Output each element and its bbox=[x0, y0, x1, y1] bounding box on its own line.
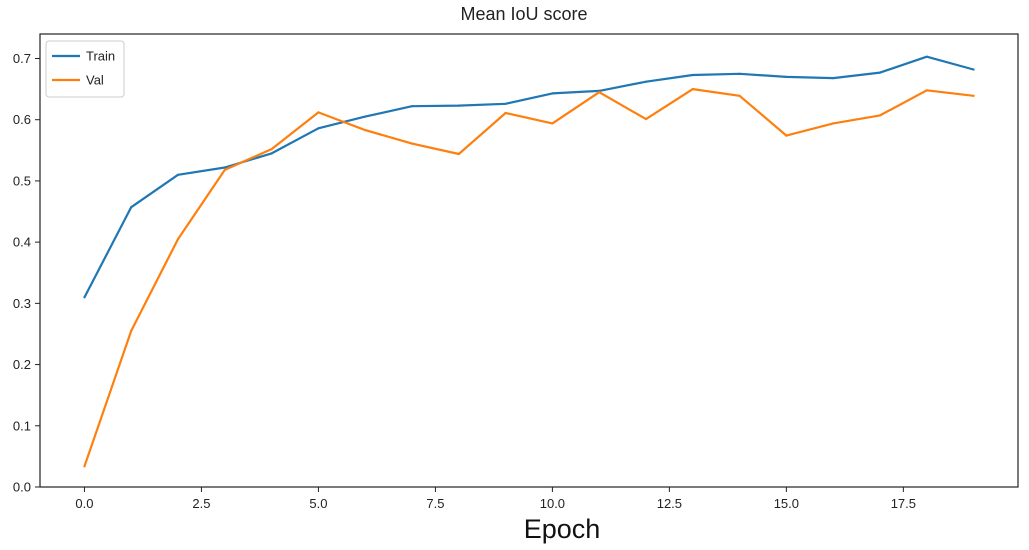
data-point-val bbox=[223, 168, 226, 171]
data-point-train bbox=[457, 104, 460, 107]
y-tick-label: 0.7 bbox=[13, 51, 31, 66]
x-tick-label: 15.0 bbox=[774, 496, 799, 511]
data-point-train bbox=[364, 115, 367, 118]
data-point-val bbox=[644, 118, 648, 121]
y-tick-label: 0.0 bbox=[13, 480, 31, 495]
data-point-val bbox=[925, 89, 928, 92]
x-tick-label: 7.5 bbox=[426, 496, 444, 511]
legend-label-val: Val bbox=[86, 73, 104, 88]
data-point-train bbox=[691, 73, 694, 77]
x-tick-label: 0.0 bbox=[75, 496, 93, 511]
x-tick-label: 5.0 bbox=[309, 496, 327, 511]
data-point-val bbox=[83, 465, 86, 468]
plot-area-frame bbox=[39, 33, 1019, 488]
data-point-val bbox=[364, 129, 367, 132]
data-point-train bbox=[972, 68, 975, 71]
legend-label-train: Train bbox=[86, 49, 115, 64]
y-tick-label: 0.6 bbox=[13, 112, 31, 127]
data-point-val bbox=[832, 122, 835, 125]
data-point-train bbox=[925, 55, 928, 58]
data-point-val bbox=[270, 148, 273, 151]
data-point-val bbox=[504, 111, 507, 115]
series-lines bbox=[83, 55, 975, 468]
data-point-train bbox=[832, 77, 835, 80]
data-point-train bbox=[317, 127, 320, 130]
data-point-train bbox=[551, 92, 554, 95]
data-point-val bbox=[785, 134, 788, 137]
data-point-val bbox=[598, 91, 601, 94]
data-point-val bbox=[972, 94, 975, 97]
data-point-val bbox=[457, 152, 460, 156]
data-point-val bbox=[130, 329, 133, 332]
data-point-train bbox=[176, 173, 180, 176]
data-point-train bbox=[785, 75, 788, 78]
series-line-val bbox=[83, 87, 975, 468]
chart-title: Mean IoU score bbox=[460, 4, 587, 24]
x-tick-label: 2.5 bbox=[192, 496, 210, 511]
data-point-train bbox=[504, 102, 507, 105]
x-axis: 0.0 2.5 5.0 7.5 10.0 12.5 15.0 17.5 bbox=[75, 487, 916, 511]
y-tick-label: 0.5 bbox=[13, 173, 31, 188]
y-tick-label: 0.2 bbox=[13, 357, 31, 372]
x-tick-label: 10.0 bbox=[540, 496, 565, 511]
y-tick-label: 0.3 bbox=[13, 296, 31, 311]
y-tick-label: 0.4 bbox=[13, 235, 31, 250]
data-point-val bbox=[176, 238, 180, 241]
chart-legend: Train Val bbox=[45, 40, 125, 98]
x-tick-label: 17.5 bbox=[891, 496, 916, 511]
data-point-train bbox=[410, 105, 414, 108]
data-point-train bbox=[270, 152, 273, 155]
data-point-val bbox=[691, 88, 694, 91]
data-point-train bbox=[223, 166, 226, 169]
data-point-val bbox=[878, 114, 882, 117]
data-point-val bbox=[410, 142, 414, 145]
y-axis: 0.0 0.1 0.2 0.3 0.4 0.5 0.6 0.7 bbox=[13, 51, 40, 495]
y-tick-label: 0.1 bbox=[13, 418, 31, 433]
series-line-train bbox=[83, 55, 975, 299]
data-point-val bbox=[317, 111, 320, 114]
data-point-train bbox=[83, 296, 86, 299]
x-axis-label: Epoch bbox=[524, 514, 601, 544]
data-point-train bbox=[130, 206, 133, 209]
data-point-train bbox=[738, 72, 741, 75]
data-point-val bbox=[738, 94, 741, 97]
data-point-train bbox=[878, 71, 882, 74]
data-point-val bbox=[551, 122, 554, 125]
x-tick-label: 12.5 bbox=[657, 496, 682, 511]
data-point-train bbox=[644, 80, 648, 83]
